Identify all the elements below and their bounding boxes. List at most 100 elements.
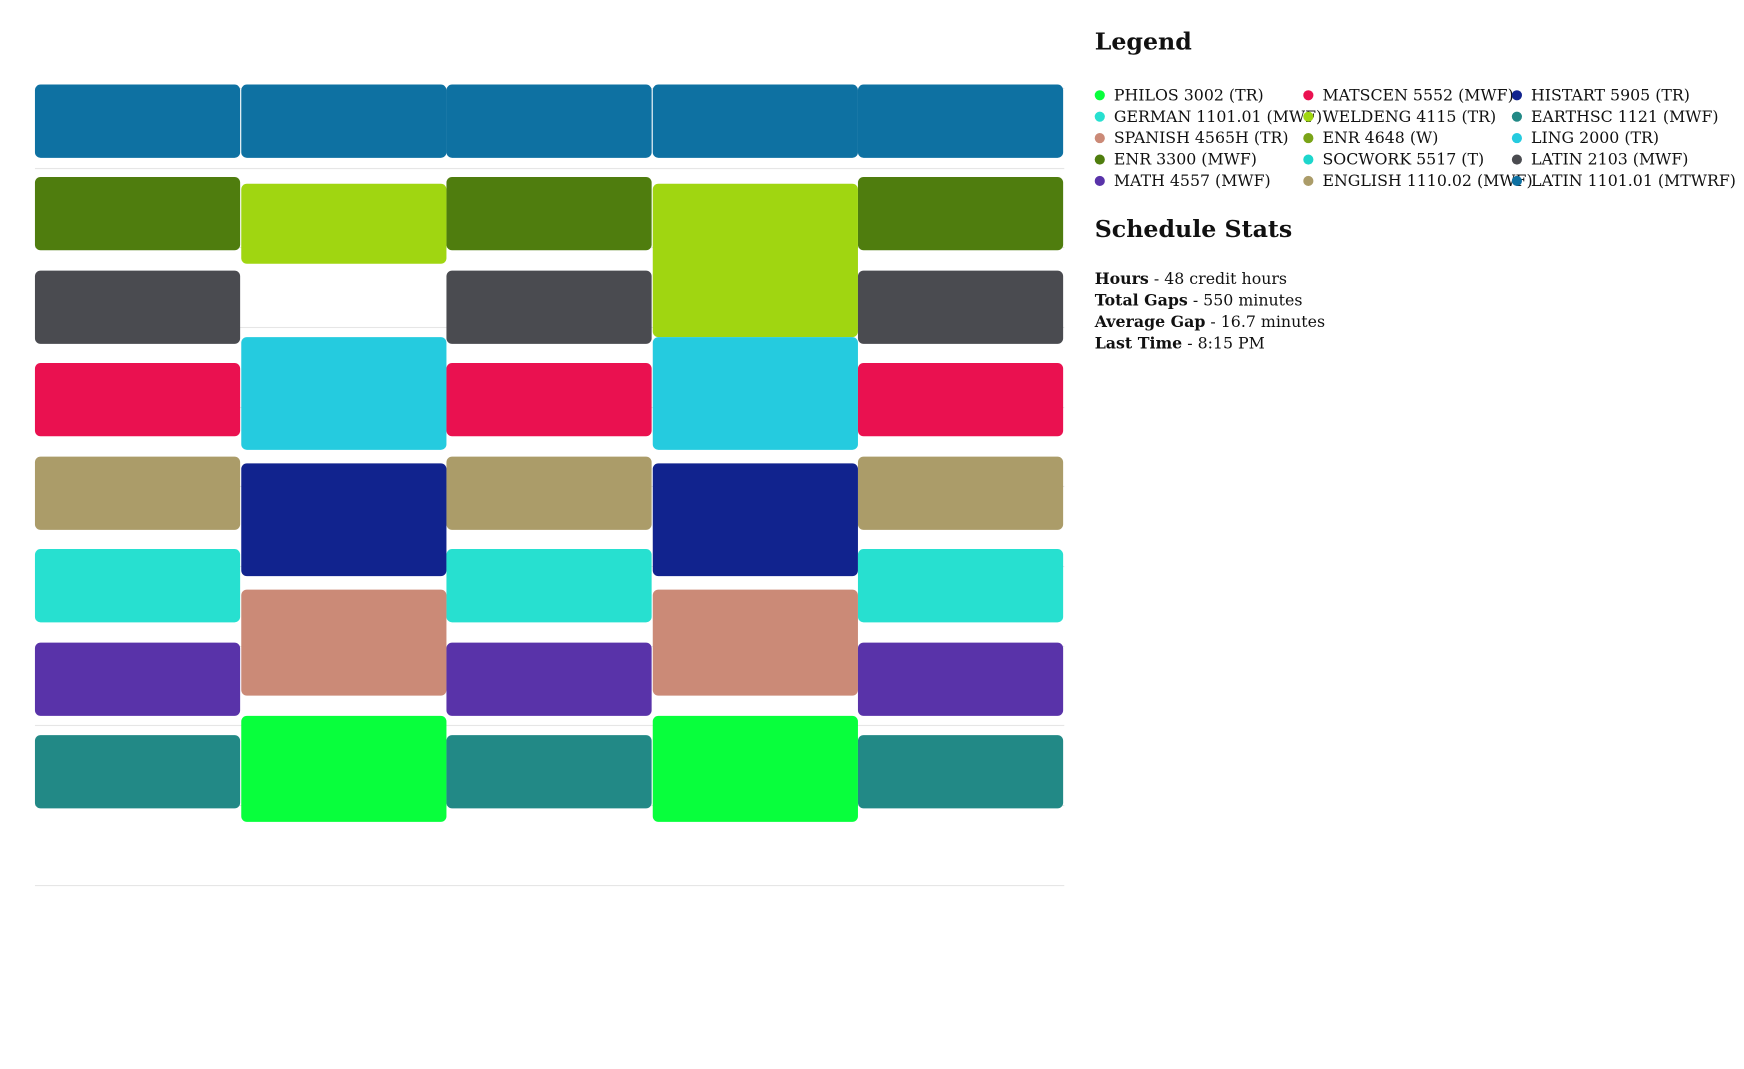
course-block[interactable] <box>858 735 1064 809</box>
legend-dot-icon <box>1094 111 1105 122</box>
course-block[interactable] <box>34 642 241 716</box>
sidebar: Legend PHILOS 3002 (TR) MATSCEN 5552 (MWF… <box>1094 27 1744 355</box>
legend-dot-icon <box>1511 154 1522 165</box>
course-block[interactable] <box>240 715 446 822</box>
legend-dot-icon <box>1303 175 1314 187</box>
legend-item: MATSCEN 5552 (MWF) <box>1303 85 1514 106</box>
hour-gridline <box>34 167 1065 169</box>
course-block[interactable] <box>446 363 652 437</box>
course-block[interactable] <box>858 270 1064 344</box>
legend-item: GERMAN 1101.01 (MWF) <box>1094 106 1322 127</box>
legend-item: EARTHSC 1121 (MWF) <box>1511 106 1744 127</box>
course-block[interactable] <box>446 735 652 809</box>
course-block[interactable] <box>652 184 858 337</box>
stat-label: Last Time <box>1094 334 1183 353</box>
course-block[interactable] <box>240 336 446 450</box>
schedule-grid <box>34 0 1065 947</box>
course-block[interactable] <box>34 270 241 344</box>
legend-list: PHILOS 3002 (TR) MATSCEN 5552 (MWF) HISTAR… <box>1094 85 1744 192</box>
stat-row: Last Time - 8:15 PM <box>1095 334 1744 355</box>
stat-row: Hours - 48 credit hours <box>1095 269 1744 290</box>
legend-label: EARTHSC 1121 (MWF) <box>1531 107 1719 126</box>
legend-dot-icon <box>1511 111 1522 122</box>
course-block[interactable] <box>34 456 241 530</box>
legend-dot-icon <box>1094 175 1105 187</box>
stat-label: Average Gap <box>1094 313 1206 332</box>
course-block[interactable] <box>858 642 1064 716</box>
course-block[interactable] <box>446 84 652 158</box>
legend-dot-icon <box>1303 90 1314 101</box>
hour-gridline <box>34 884 1065 887</box>
course-block[interactable] <box>34 363 241 437</box>
legend-item: ENR 4648 (W) <box>1303 127 1512 148</box>
legend-label: HISTART 5905 (TR) <box>1531 86 1690 105</box>
legend-label: SPANISH 4565H (TR) <box>1113 129 1289 148</box>
course-block[interactable] <box>652 336 858 450</box>
legend-label: MATH 4557 (MWF) <box>1113 171 1271 190</box>
legend-dot-icon <box>1511 175 1522 187</box>
stat-value: - 48 credit hours <box>1148 270 1288 289</box>
legend-dot-icon <box>1303 111 1314 122</box>
legend-dot-icon <box>1303 154 1314 165</box>
course-block[interactable] <box>858 456 1064 530</box>
course-block[interactable] <box>34 177 241 251</box>
stats-title: Schedule Stats <box>1094 214 1293 243</box>
legend-label: ENR 3300 (MWF) <box>1113 150 1257 169</box>
stat-label: Total Gaps <box>1094 291 1188 311</box>
stat-value: - 8:15 PM <box>1182 334 1265 353</box>
course-block[interactable] <box>858 549 1064 623</box>
legend-label: LATIN 2103 (MWF) <box>1531 150 1689 169</box>
course-block[interactable] <box>446 549 652 623</box>
legend-item: WELDENG 4115 (TR) <box>1303 106 1512 127</box>
legend-title: Legend <box>1094 27 1192 56</box>
stat-value: - 550 minutes <box>1187 291 1303 311</box>
legend-dot-icon <box>1094 133 1105 144</box>
course-block[interactable] <box>34 549 241 623</box>
course-block[interactable] <box>240 84 446 158</box>
legend-dot-icon <box>1303 133 1314 144</box>
legend-item: LING 2000 (TR) <box>1511 127 1744 148</box>
legend-item: HISTART 5905 (TR) <box>1511 85 1744 106</box>
legend-label: LING 2000 (TR) <box>1531 129 1660 148</box>
legend-item: ENGLISH 1110.02 (MWF) <box>1303 170 1533 191</box>
legend-item: LATIN 1101.01 (MTWRF) <box>1511 170 1744 191</box>
legend-label: GERMAN 1101.01 (MWF) <box>1113 107 1323 126</box>
course-block[interactable] <box>652 84 858 158</box>
course-block[interactable] <box>240 463 446 576</box>
course-block[interactable] <box>446 456 652 530</box>
course-block[interactable] <box>446 177 652 251</box>
legend-item: LATIN 2103 (MWF) <box>1511 149 1744 170</box>
stats-list: Hours - 48 credit hours Total Gaps - 550 … <box>1095 269 1744 355</box>
stat-label: Hours <box>1094 270 1149 289</box>
course-block[interactable] <box>34 84 241 158</box>
legend-dot-icon <box>1094 90 1105 101</box>
stat-value: - 16.7 minutes <box>1205 313 1326 332</box>
course-block[interactable] <box>446 642 652 716</box>
legend-item: ENR 3300 (MWF) <box>1094 149 1304 170</box>
course-block[interactable] <box>34 735 241 809</box>
legend-dot-icon <box>1094 154 1105 165</box>
legend-label: LATIN 1101.01 (MTWRF) <box>1531 171 1736 190</box>
course-block[interactable] <box>858 177 1064 251</box>
course-block[interactable] <box>652 715 858 822</box>
legend-label: ENGLISH 1110.02 (MWF) <box>1322 171 1533 190</box>
course-block[interactable] <box>240 589 446 696</box>
course-block[interactable] <box>240 184 446 264</box>
legend-item: SPANISH 4565H (TR) <box>1094 127 1304 148</box>
legend-item: PHILOS 3002 (TR) <box>1094 85 1304 106</box>
course-block[interactable] <box>652 463 858 576</box>
course-block[interactable] <box>858 363 1064 437</box>
legend-label: MATSCEN 5552 (MWF) <box>1322 86 1514 105</box>
legend-label: PHILOS 3002 (TR) <box>1113 86 1264 105</box>
course-block[interactable] <box>652 589 858 696</box>
legend-label: WELDENG 4115 (TR) <box>1322 107 1497 126</box>
legend-label: SOCWORK 5517 (T) <box>1322 150 1485 169</box>
course-block[interactable] <box>858 84 1064 158</box>
legend-dot-icon <box>1511 133 1522 144</box>
stat-row: Total Gaps - 550 minutes <box>1095 291 1744 312</box>
legend-item: SOCWORK 5517 (T) <box>1303 149 1512 170</box>
hour-gridline <box>34 725 1065 727</box>
legend-item: MATH 4557 (MWF) <box>1094 170 1304 191</box>
legend-label: ENR 4648 (W) <box>1322 129 1439 148</box>
course-block[interactable] <box>446 270 652 344</box>
